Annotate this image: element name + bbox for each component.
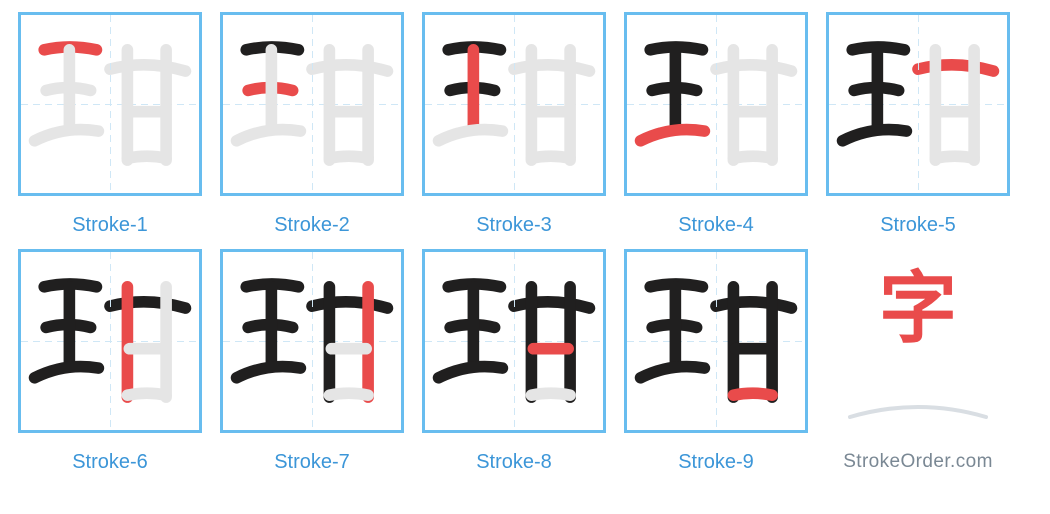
stroke-caption: Stroke-3 (476, 214, 552, 237)
stroke-caption: Stroke-8 (476, 451, 552, 474)
stroke-cell: Stroke-7 (220, 249, 404, 474)
stroke-cell: Stroke-4 (624, 12, 808, 237)
logo-icon: 字 (826, 249, 1010, 433)
stroke-tile (624, 249, 808, 433)
stroke-cell: Stroke-5 (826, 12, 1010, 237)
logo-tile: 字 (826, 249, 1010, 433)
stroke-tile (422, 12, 606, 196)
stroke-tile (220, 249, 404, 433)
stroke-caption: Stroke-7 (274, 451, 350, 474)
stroke-caption: Stroke-9 (678, 451, 754, 474)
stroke-tile (826, 12, 1010, 196)
stroke-cell: Stroke-3 (422, 12, 606, 237)
stroke-cell: Stroke-2 (220, 12, 404, 237)
svg-text:字: 字 (879, 264, 957, 352)
stroke-tile (18, 12, 202, 196)
stroke-caption: Stroke-4 (678, 214, 754, 237)
logo-cell: 字 StrokeOrder.com (826, 249, 1010, 474)
stroke-tile (422, 249, 606, 433)
stroke-tile (624, 12, 808, 196)
stroke-tile (18, 249, 202, 433)
stroke-caption: Stroke-2 (274, 214, 350, 237)
stroke-caption: Stroke-5 (880, 214, 956, 237)
stroke-cell: Stroke-6 (18, 249, 202, 474)
logo-caption: StrokeOrder.com (843, 451, 993, 473)
stroke-tile (220, 12, 404, 196)
stroke-cell: Stroke-1 (18, 12, 202, 237)
stroke-grid: Stroke-1 Stroke-2 Stroke-3 Stroke-4 Stroke-5… (18, 12, 1032, 474)
stroke-caption: Stroke-6 (72, 451, 148, 474)
stroke-cell: Stroke-9 (624, 249, 808, 474)
stroke-cell: Stroke-8 (422, 249, 606, 474)
stroke-caption: Stroke-1 (72, 214, 148, 237)
